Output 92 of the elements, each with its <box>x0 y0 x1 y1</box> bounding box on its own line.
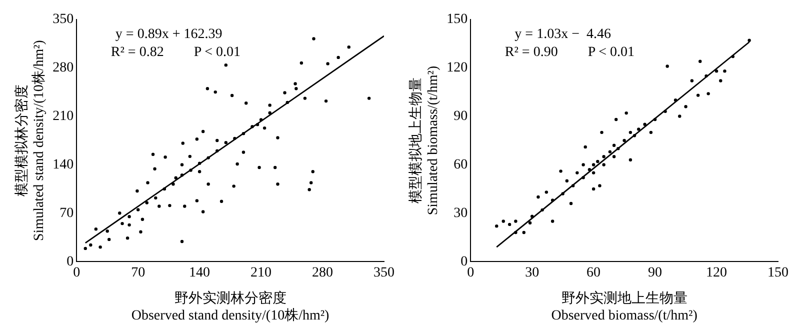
point <box>528 221 532 224</box>
point <box>714 69 718 73</box>
point <box>592 171 596 174</box>
point <box>514 220 518 223</box>
point <box>664 110 667 114</box>
y-tick-label: 70 <box>60 206 74 221</box>
point <box>530 214 534 218</box>
point <box>704 74 708 78</box>
point <box>502 220 505 223</box>
x-tick-label: 150 <box>768 266 788 281</box>
point <box>514 230 518 234</box>
point <box>684 104 688 108</box>
point <box>598 184 602 188</box>
annotation: R² = 0.90 <box>504 45 558 60</box>
point <box>706 92 710 96</box>
annotation: P < 0.01 <box>588 45 634 60</box>
point <box>536 195 540 199</box>
x-tick-label: 70 <box>131 266 146 281</box>
y-tick-label: 350 <box>52 12 74 28</box>
point <box>582 163 585 166</box>
x-tick-label: 120 <box>706 266 728 281</box>
point <box>674 98 678 102</box>
point <box>550 220 554 223</box>
point <box>696 94 700 97</box>
point <box>565 179 569 182</box>
point <box>731 54 735 58</box>
y-tick-label: 150 <box>446 12 468 28</box>
x-tick-label: 90 <box>648 266 662 281</box>
point <box>592 187 596 191</box>
point <box>571 184 575 188</box>
y-tick-label: 0 <box>66 254 74 270</box>
point <box>596 160 600 164</box>
y-tick-label: 30 <box>454 206 468 221</box>
x-tick-label: 210 <box>250 266 272 281</box>
point <box>628 158 632 162</box>
x-tick-label: 350 <box>374 266 394 281</box>
point <box>690 79 694 82</box>
point <box>608 150 612 154</box>
point <box>584 145 587 149</box>
point <box>666 64 669 68</box>
x-axis-title: 野外实测林分密度 Observed stand density/(10株/hm²) <box>131 290 330 324</box>
annotation: y = 1.03x − 4.46 <box>514 27 611 42</box>
point <box>559 170 562 173</box>
point <box>678 114 682 118</box>
point <box>624 111 628 115</box>
y-tick-label: 90 <box>454 108 468 124</box>
point <box>569 202 573 206</box>
point <box>614 118 618 122</box>
y-tick-label: 60 <box>454 157 468 172</box>
point <box>602 163 606 166</box>
point <box>628 130 632 134</box>
x-axis-title: 野外实测地上生物量 Observed biomass/(t/hm²) <box>551 290 698 324</box>
point <box>698 60 702 63</box>
x-tick-label: 60 <box>586 266 601 281</box>
point <box>550 198 554 202</box>
annotation: R² = 0.82 <box>110 45 164 60</box>
point <box>649 130 653 134</box>
point <box>602 155 606 158</box>
point <box>612 155 616 158</box>
y-tick-label: 120 <box>446 60 468 76</box>
point <box>748 38 751 42</box>
point <box>495 224 498 228</box>
point <box>582 176 585 180</box>
y-axis-title: 模型模拟林分密度 Simulated stand density/(10株/hm²) <box>14 40 47 241</box>
point <box>592 163 596 166</box>
point <box>612 144 616 147</box>
point <box>522 230 526 234</box>
point <box>561 192 564 196</box>
point <box>719 79 722 82</box>
annotation: P < 0.01 <box>194 45 240 60</box>
point <box>632 134 636 138</box>
point <box>643 122 646 126</box>
point <box>508 222 512 226</box>
y-axis-title: 模型模拟地上生物量 Simulated biomass/(t/hm²) <box>408 66 441 216</box>
y-tick-label: 0 <box>460 254 468 270</box>
x-tick-label: 280 <box>312 266 334 281</box>
point <box>544 190 548 194</box>
point <box>637 128 640 131</box>
point <box>588 168 592 172</box>
point <box>653 118 657 122</box>
y-tick-label: 280 <box>52 60 74 76</box>
point <box>576 171 579 174</box>
x-tick-label: 140 <box>189 266 210 281</box>
x-tick-label: 30 <box>525 266 540 281</box>
point <box>723 69 726 73</box>
point <box>540 208 544 212</box>
point <box>622 138 626 142</box>
point <box>600 130 604 134</box>
y-tick-label: 210 <box>52 108 74 124</box>
annotation: y = 0.89x + 162.39 <box>115 27 222 42</box>
y-tick-label: 140 <box>52 157 74 172</box>
point <box>616 146 620 150</box>
